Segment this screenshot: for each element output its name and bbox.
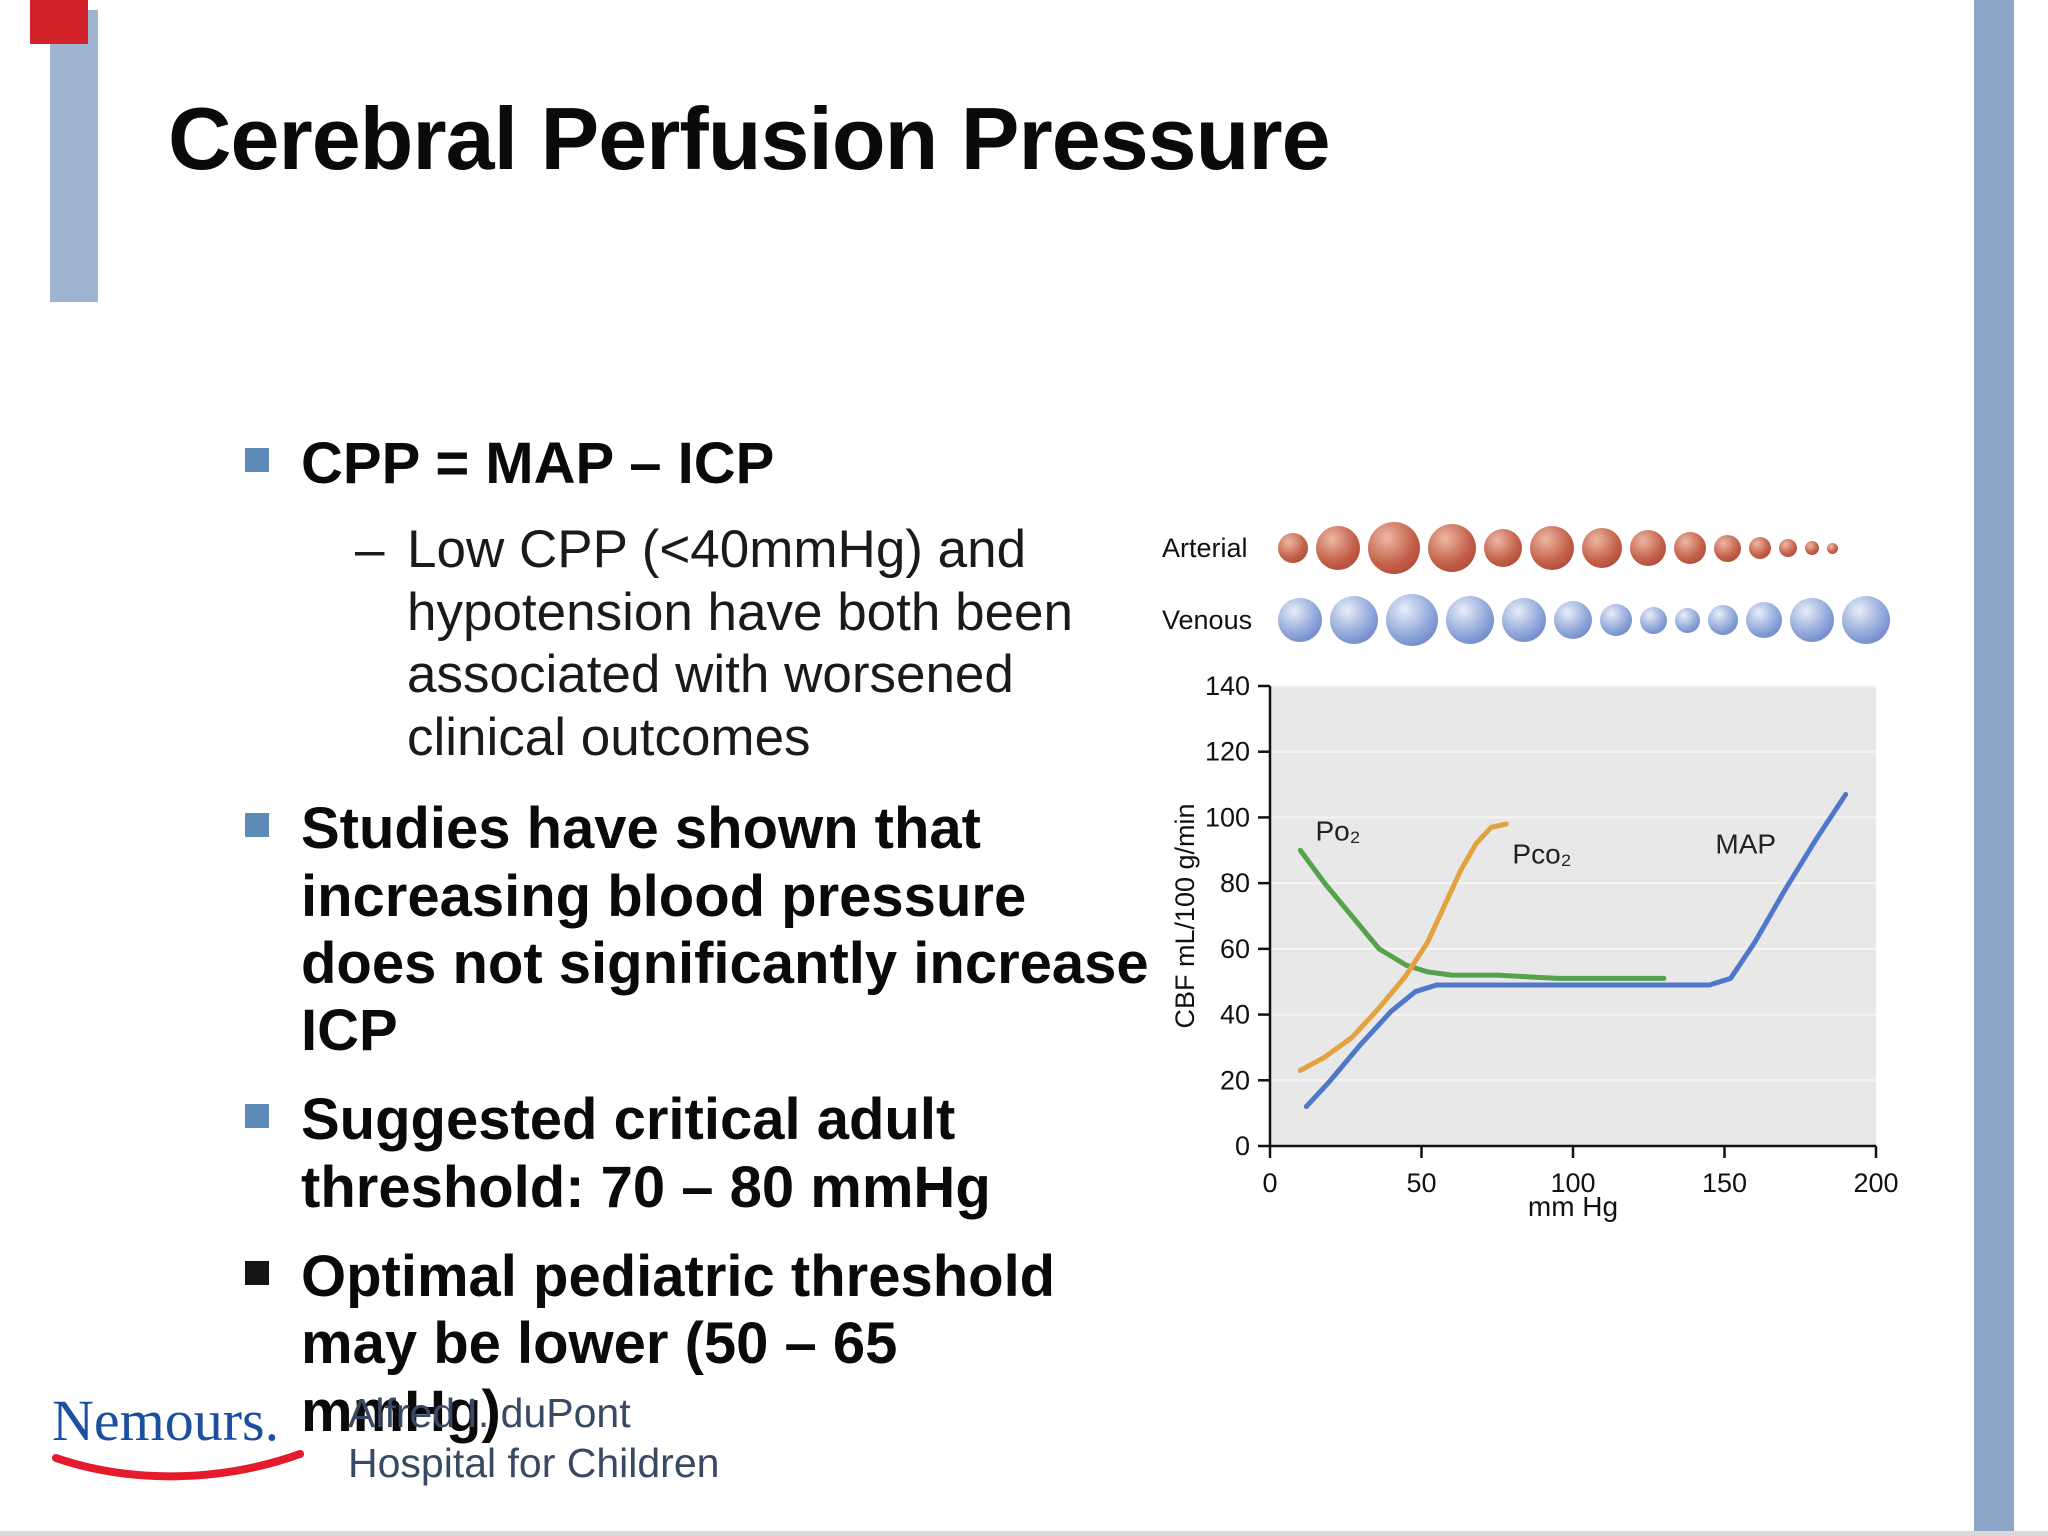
vessel-circle: [1675, 607, 1700, 633]
bullet-list: CPP = MAP – ICP – Low CPP (<40mmHg) and …: [245, 430, 1225, 1467]
svg-text:Pco₂: Pco₂: [1512, 838, 1571, 869]
bullet-text: Suggested critical adult threshold: 70 –…: [301, 1087, 991, 1220]
vessel-circle: [1446, 596, 1494, 644]
dash-bullet-icon: –: [355, 520, 385, 580]
sub-bullet-low-cpp: – Low CPP (<40mmHg) and hypotension have…: [355, 519, 1225, 769]
vessel-circle: [1842, 596, 1890, 644]
sub-bullet-text: Low CPP (<40mmHg) and hypotension have b…: [407, 520, 1073, 767]
vessel-circle: [1600, 604, 1632, 636]
svg-text:50: 50: [1406, 1168, 1436, 1198]
svg-text:100: 100: [1550, 1168, 1595, 1198]
vessel-circle: [1368, 522, 1420, 574]
svg-text:80: 80: [1220, 868, 1250, 898]
square-bullet-icon: [245, 448, 269, 472]
footer-logo: Nemours. Alfred I. duPont Hospital for C…: [52, 1388, 719, 1488]
hospital-name: Alfred I. duPont Hospital for Children: [348, 1388, 719, 1488]
venous-vessel-circles: [1274, 594, 1894, 646]
svg-text:150: 150: [1702, 1168, 1747, 1198]
svg-text:0: 0: [1235, 1131, 1250, 1161]
arterial-vessel-circles: [1274, 522, 1842, 574]
vessel-circle: [1674, 532, 1706, 564]
square-bullet-icon: [245, 813, 269, 838]
svg-text:40: 40: [1220, 1000, 1250, 1030]
vessel-circle: [1582, 528, 1622, 568]
bullet-item-cpp-formula: CPP = MAP – ICP: [245, 430, 1225, 497]
vessel-circle: [1554, 601, 1592, 639]
vessel-circle: [1330, 596, 1378, 644]
vessel-circle: [1779, 539, 1797, 557]
left-accent-bar: [50, 10, 98, 302]
vessel-circle: [1484, 529, 1522, 567]
vessel-circle: [1708, 605, 1738, 635]
vessel-circle: [1530, 526, 1574, 570]
bullet-text: Studies have shown that increasing blood…: [301, 796, 1149, 1064]
cbf-figure: Arterial Venous 0 20 40 60 80 100 120 140 0 50 100…: [1162, 522, 1992, 1237]
vessel-circle: [1316, 526, 1360, 570]
bullet-item-adult-threshold: Suggested critical adult threshold: 70 –…: [245, 1086, 1225, 1221]
nemours-logo: Nemours.: [52, 1388, 322, 1481]
svg-text:0: 0: [1262, 1168, 1277, 1198]
right-edge-bar: [1974, 0, 2014, 1536]
bottom-edge-line: [0, 1531, 2048, 1536]
vessel-circle: [1714, 534, 1741, 562]
vessel-circle: [1749, 537, 1771, 559]
arterial-row: Arterial: [1162, 522, 1992, 574]
vessel-circle: [1428, 524, 1476, 572]
svg-text:140: 140: [1205, 672, 1250, 701]
svg-text:60: 60: [1220, 934, 1250, 964]
svg-text:20: 20: [1220, 1065, 1250, 1095]
bullet-item-pediatric-threshold: Optimal pediatric threshold may be lower…: [245, 1243, 1225, 1445]
svg-text:mm Hg: mm Hg: [1528, 1191, 1618, 1222]
venous-row: Venous: [1162, 594, 1992, 646]
square-bullet-icon: [245, 1104, 269, 1129]
venous-label: Venous: [1162, 604, 1253, 635]
red-accent-square: [30, 0, 88, 44]
bullet-text: CPP = MAP – ICP: [301, 431, 775, 496]
bullet-text: Optimal pediatric threshold may be lower…: [301, 1243, 1056, 1444]
hospital-name-line1: Alfred I. duPont: [348, 1390, 631, 1436]
cbf-autoregulation-chart: 0 20 40 60 80 100 120 140 0 50 100 150 200 Po₂ Pco₂ MAP…: [1166, 671, 1992, 1237]
svg-text:MAP: MAP: [1715, 829, 1776, 860]
svg-text:120: 120: [1205, 737, 1250, 767]
vessel-circle: [1640, 606, 1667, 634]
nemours-swoosh-icon: [52, 1450, 304, 1481]
square-bullet-icon: [245, 1260, 269, 1285]
vessel-circle: [1630, 530, 1666, 566]
vessel-circle: [1502, 598, 1546, 642]
svg-text:CBF mL/100 g/min: CBF mL/100 g/min: [1170, 803, 1200, 1028]
svg-text:200: 200: [1853, 1168, 1898, 1198]
bullet-item-studies: Studies have shown that increasing blood…: [245, 795, 1225, 1064]
vessel-circle: [1278, 598, 1322, 642]
slide-title: Cerebral Perfusion Pressure: [168, 89, 1331, 188]
vessel-circle: [1386, 594, 1438, 646]
svg-text:Po₂: Po₂: [1315, 815, 1360, 846]
svg-text:100: 100: [1205, 802, 1250, 832]
vessel-circle: [1805, 541, 1819, 555]
vessel-circle: [1278, 533, 1308, 563]
vessel-circle: [1790, 598, 1834, 642]
arterial-label: Arterial: [1162, 532, 1248, 563]
nemours-wordmark: Nemours.: [52, 1388, 280, 1453]
vessel-circle: [1746, 602, 1782, 638]
vessel-circle: [1827, 542, 1838, 554]
hospital-name-line2: Hospital for Children: [348, 1440, 720, 1487]
